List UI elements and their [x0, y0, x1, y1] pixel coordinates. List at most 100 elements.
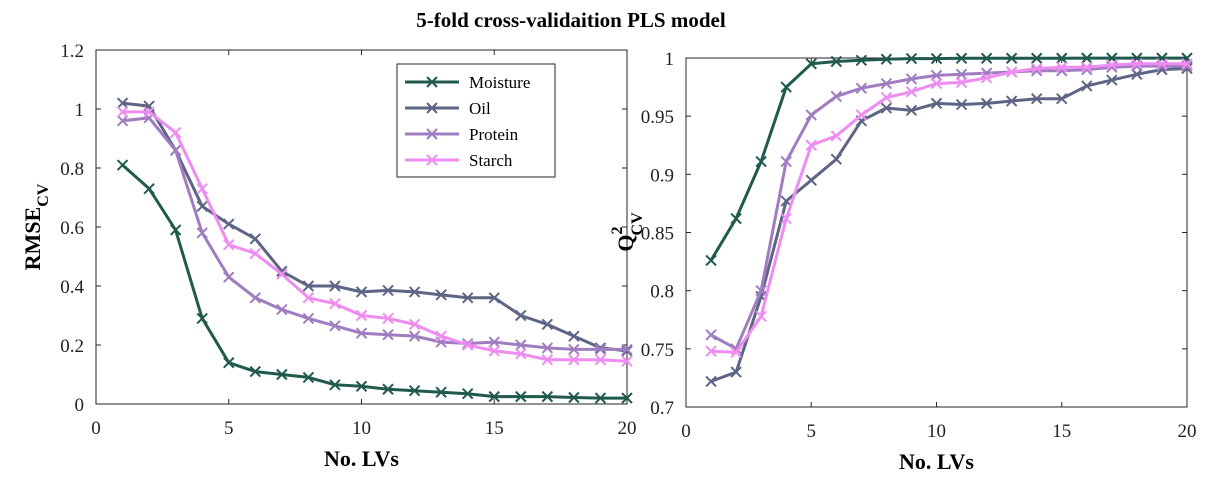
- data-point-starch: [880, 91, 893, 104]
- marker-stroke: [1005, 95, 1018, 107]
- marker-stroke: [1181, 62, 1193, 75]
- data-point-oil: [980, 97, 993, 110]
- legend-item-protein: Protein: [405, 125, 519, 144]
- marker-stroke: [461, 387, 474, 400]
- data-point-moisture: [780, 81, 792, 93]
- marker-stroke: [830, 55, 843, 68]
- marker-stroke: [223, 356, 235, 369]
- marker-stroke: [329, 320, 341, 332]
- data-point-moisture: [880, 53, 893, 65]
- marker-stroke: [1056, 93, 1068, 105]
- marker-stroke: [143, 182, 155, 195]
- y-tick-label: 0.9: [650, 165, 674, 186]
- marker-stroke: [855, 54, 868, 67]
- data-point-moisture: [276, 368, 288, 381]
- marker-stroke: [930, 69, 943, 82]
- marker-stroke: [1181, 58, 1193, 70]
- y-axis-label: Q2 CV: [609, 212, 646, 252]
- data-point-starch: [780, 212, 792, 225]
- data-point-protein: [488, 336, 500, 348]
- data-point-oil: [302, 280, 315, 292]
- marker-stroke: [980, 52, 993, 65]
- marker-stroke: [594, 392, 607, 404]
- marker-stroke: [1005, 66, 1018, 78]
- data-point-protein: [408, 330, 421, 342]
- data-point-moisture: [755, 155, 767, 168]
- marker-stroke: [855, 82, 868, 94]
- data-point-oil: [1030, 93, 1043, 105]
- y-tick-label: 0.2: [60, 336, 84, 357]
- data-point-starch: [249, 247, 262, 260]
- marker-stroke: [329, 280, 341, 292]
- legend-swatch-marker: [426, 154, 438, 166]
- y-axis-label-main: Q: [613, 234, 638, 251]
- data-point-starch: [955, 76, 968, 89]
- data-point-protein: [930, 69, 943, 82]
- marker-stroke: [116, 159, 129, 171]
- marker-stroke: [705, 254, 717, 267]
- marker-stroke: [955, 68, 968, 80]
- marker-stroke: [329, 297, 341, 310]
- data-point-starch: [1131, 58, 1143, 70]
- y-tick-label: 0.75: [641, 340, 674, 361]
- data-point-moisture: [169, 224, 182, 236]
- y-axis-label-subscript: CV: [35, 183, 52, 207]
- series-line-oil: [122, 101, 628, 353]
- data-point-starch: [435, 330, 447, 342]
- marker-stroke: [249, 365, 262, 378]
- marker-stroke: [855, 109, 868, 121]
- data-point-starch: [169, 126, 182, 139]
- marker-stroke: [408, 318, 421, 331]
- plot-area: [685, 57, 1188, 408]
- data-point-oil: [223, 218, 235, 230]
- marker-stroke: [980, 97, 993, 110]
- data-point-moisture: [461, 387, 474, 400]
- marker-stroke: [905, 86, 918, 98]
- data-point-oil: [1005, 95, 1018, 107]
- marker-stroke: [1156, 58, 1168, 70]
- data-point-moisture: [830, 55, 843, 68]
- data-point-starch: [116, 106, 129, 118]
- marker-stroke: [1181, 60, 1193, 72]
- marker-stroke: [1056, 61, 1068, 74]
- data-point-moisture: [1030, 52, 1043, 64]
- marker-stroke: [408, 286, 421, 298]
- marker-stroke: [905, 52, 918, 65]
- data-point-starch: [515, 348, 527, 360]
- data-point-oil: [1131, 68, 1143, 80]
- data-point-moisture: [143, 182, 155, 195]
- marker-stroke: [169, 224, 182, 236]
- series-line-starch: [122, 110, 628, 363]
- marker-stroke: [930, 52, 943, 65]
- x-tick-label: 10: [352, 418, 371, 439]
- legend-swatch-marker: [426, 76, 438, 88]
- data-point-starch: [143, 106, 155, 118]
- marker-stroke: [705, 345, 717, 357]
- marker-stroke: [905, 73, 918, 85]
- legend: Moisture Oil Protein Starch: [396, 63, 556, 178]
- data-point-protein: [329, 320, 341, 332]
- data-point-moisture: [1005, 52, 1018, 64]
- marker-stroke: [930, 97, 943, 110]
- data-point-moisture: [408, 385, 421, 397]
- data-point-starch: [1030, 62, 1043, 75]
- marker-stroke: [955, 52, 968, 65]
- data-point-starch: [568, 354, 580, 366]
- marker-stroke: [568, 391, 580, 404]
- data-point-starch: [1056, 61, 1068, 74]
- x-tick-label: 15: [1052, 421, 1071, 442]
- marker-stroke: [515, 339, 527, 351]
- marker-stroke: [169, 144, 182, 157]
- data-point-starch: [461, 339, 474, 351]
- data-point-protein: [276, 303, 288, 316]
- data-point-oil: [515, 309, 527, 322]
- marker-stroke: [329, 379, 341, 391]
- data-point-protein: [249, 292, 262, 304]
- x-axis-label: No. LVs: [324, 446, 399, 471]
- data-point-moisture: [1081, 52, 1093, 64]
- x-tick-label: 15: [485, 418, 504, 439]
- data-point-oil: [568, 330, 580, 342]
- marker-stroke: [621, 343, 633, 356]
- marker-stroke: [780, 212, 792, 225]
- legend-item-oil: Oil: [405, 99, 491, 118]
